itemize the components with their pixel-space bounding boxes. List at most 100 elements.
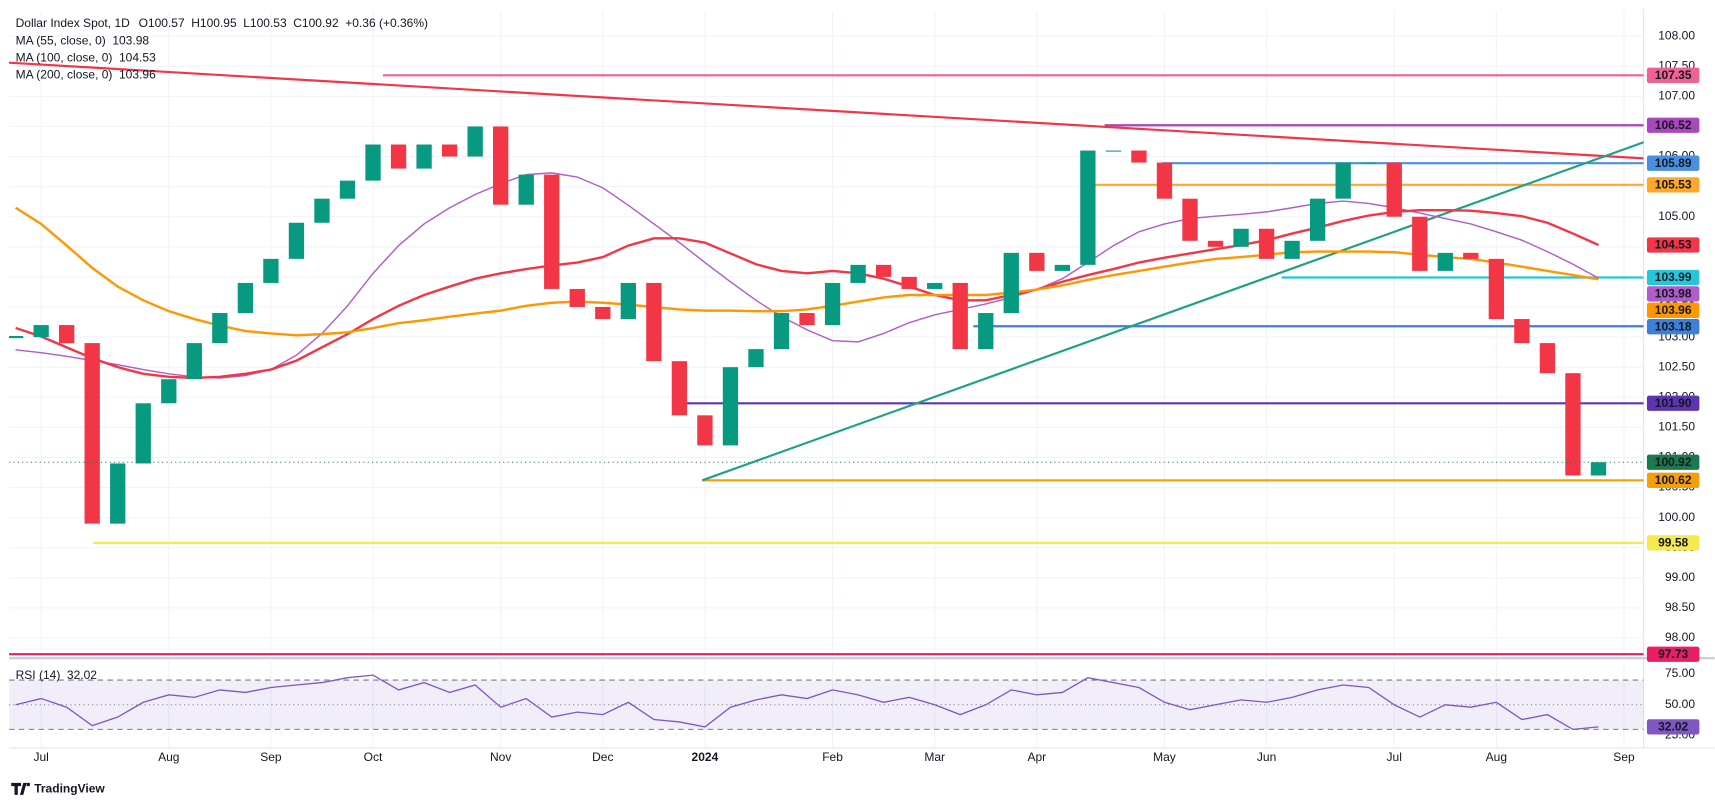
candle: [1131, 150, 1147, 163]
rsi-value: 32.02: [67, 668, 97, 682]
candle: [1539, 343, 1556, 374]
candle: [1437, 252, 1453, 271]
rsi-name: RSI (14): [16, 668, 61, 682]
candle: [697, 415, 713, 446]
legend-value: 103.96: [119, 68, 156, 82]
candle: [1284, 240, 1300, 259]
price-tag-label: 99.58: [1658, 536, 1688, 550]
price-tag-label: 97.73: [1658, 647, 1688, 661]
price-tag-label: 103.18: [1655, 319, 1692, 333]
candle: [441, 144, 458, 157]
legend-value: 103.98: [112, 34, 149, 48]
price-tag: [1646, 535, 1700, 551]
candle: [722, 367, 739, 446]
price-tag: [1646, 454, 1700, 470]
candle: [365, 144, 381, 181]
trendline: [9, 61, 1644, 160]
candle: [646, 282, 662, 362]
candle: [595, 307, 611, 320]
candle: [773, 313, 790, 350]
candle: [1590, 462, 1607, 476]
candle: [927, 282, 943, 289]
price-tag-label: 101.90: [1655, 396, 1692, 410]
candle: [33, 325, 49, 338]
x-tick-label: 2024: [692, 750, 719, 764]
price-tag-label: 106.52: [1655, 118, 1692, 132]
candle: [1412, 216, 1428, 271]
candle: [390, 144, 407, 169]
candle: [1463, 252, 1479, 259]
candle: [1565, 373, 1581, 476]
price-tag: [1646, 155, 1700, 171]
price-tag-label: 105.89: [1655, 156, 1692, 170]
ohlc-value: H100.95: [191, 16, 237, 30]
y-tick-label: 108.00: [1658, 28, 1695, 42]
x-tick-label: Dec: [592, 750, 613, 764]
legend: Dollar Index Spot, 1D MA (55, close, 0) 1…: [16, 16, 428, 682]
logo-icon: [11, 782, 30, 795]
x-tick-label: May: [1153, 750, 1176, 764]
price-tag: [1646, 646, 1700, 662]
legend-value: 104.53: [119, 51, 156, 65]
candle: [799, 313, 815, 326]
candle: [748, 349, 764, 368]
y-tick-label: 98.50: [1665, 600, 1695, 614]
x-tick-label: Nov: [490, 750, 511, 764]
x-tick-label: Sep: [260, 750, 282, 764]
candle: [824, 282, 841, 326]
y-tick-label: 99.00: [1665, 570, 1695, 584]
ohlc-value: O100.57: [139, 16, 185, 30]
x-tick-label: Sep: [1613, 750, 1635, 764]
y-tick-label: 100.00: [1658, 510, 1695, 524]
candle: [518, 174, 534, 205]
price-tag: [1646, 269, 1700, 286]
x-tick-label: Jun: [1257, 750, 1276, 764]
x-tick-label: Aug: [158, 750, 179, 764]
candle: [84, 343, 100, 524]
candle: [1054, 264, 1070, 271]
price-tag: [1646, 286, 1700, 302]
ohlc-value: +0.36 (+0.36%): [345, 16, 428, 30]
candle: [467, 126, 483, 157]
price-tag-label: 103.99: [1655, 270, 1692, 284]
price-tag: [1646, 177, 1700, 193]
rsi-tick-label: 50.00: [1665, 697, 1695, 711]
legend-name: MA (55, close, 0): [16, 34, 106, 48]
price-tag-label: 107.35: [1655, 68, 1692, 82]
candle: [1361, 162, 1377, 164]
trendline: [701, 141, 1644, 482]
rsi-tag-label: 32.02: [1658, 720, 1688, 734]
price-tag: [1646, 67, 1700, 83]
price-tag-label: 100.62: [1655, 473, 1692, 487]
x-tick-label: Oct: [364, 750, 383, 764]
candle: [1233, 228, 1249, 247]
x-tick-label: Aug: [1486, 750, 1507, 764]
candle: [212, 313, 228, 344]
candle: [339, 180, 356, 199]
candle: [569, 288, 585, 308]
candle: [263, 258, 279, 283]
candle: [1309, 198, 1326, 241]
logo-text: TradingView: [34, 782, 105, 796]
price-tag-label: 100.92: [1655, 455, 1692, 469]
candle: [186, 343, 202, 380]
price-tag-label: 104.53: [1655, 238, 1692, 252]
logo: TradingView: [11, 782, 105, 796]
ohlc-value: C100.92: [293, 16, 339, 30]
ohlc-value: L100.53: [243, 16, 287, 30]
candle: [110, 463, 126, 524]
price-tag: [1646, 302, 1700, 318]
moving-average: [15, 172, 1599, 379]
candle: [1258, 228, 1275, 259]
candle: [671, 361, 688, 416]
legend-name: MA (100, close, 0): [16, 51, 113, 65]
price-tag-label: 103.98: [1655, 287, 1692, 301]
plot: [9, 61, 1644, 656]
candle: [1182, 198, 1198, 241]
candle: [288, 222, 305, 259]
candle: [1488, 258, 1505, 320]
y-tick-label: 107.00: [1658, 89, 1695, 103]
price-tag: [1646, 319, 1700, 335]
